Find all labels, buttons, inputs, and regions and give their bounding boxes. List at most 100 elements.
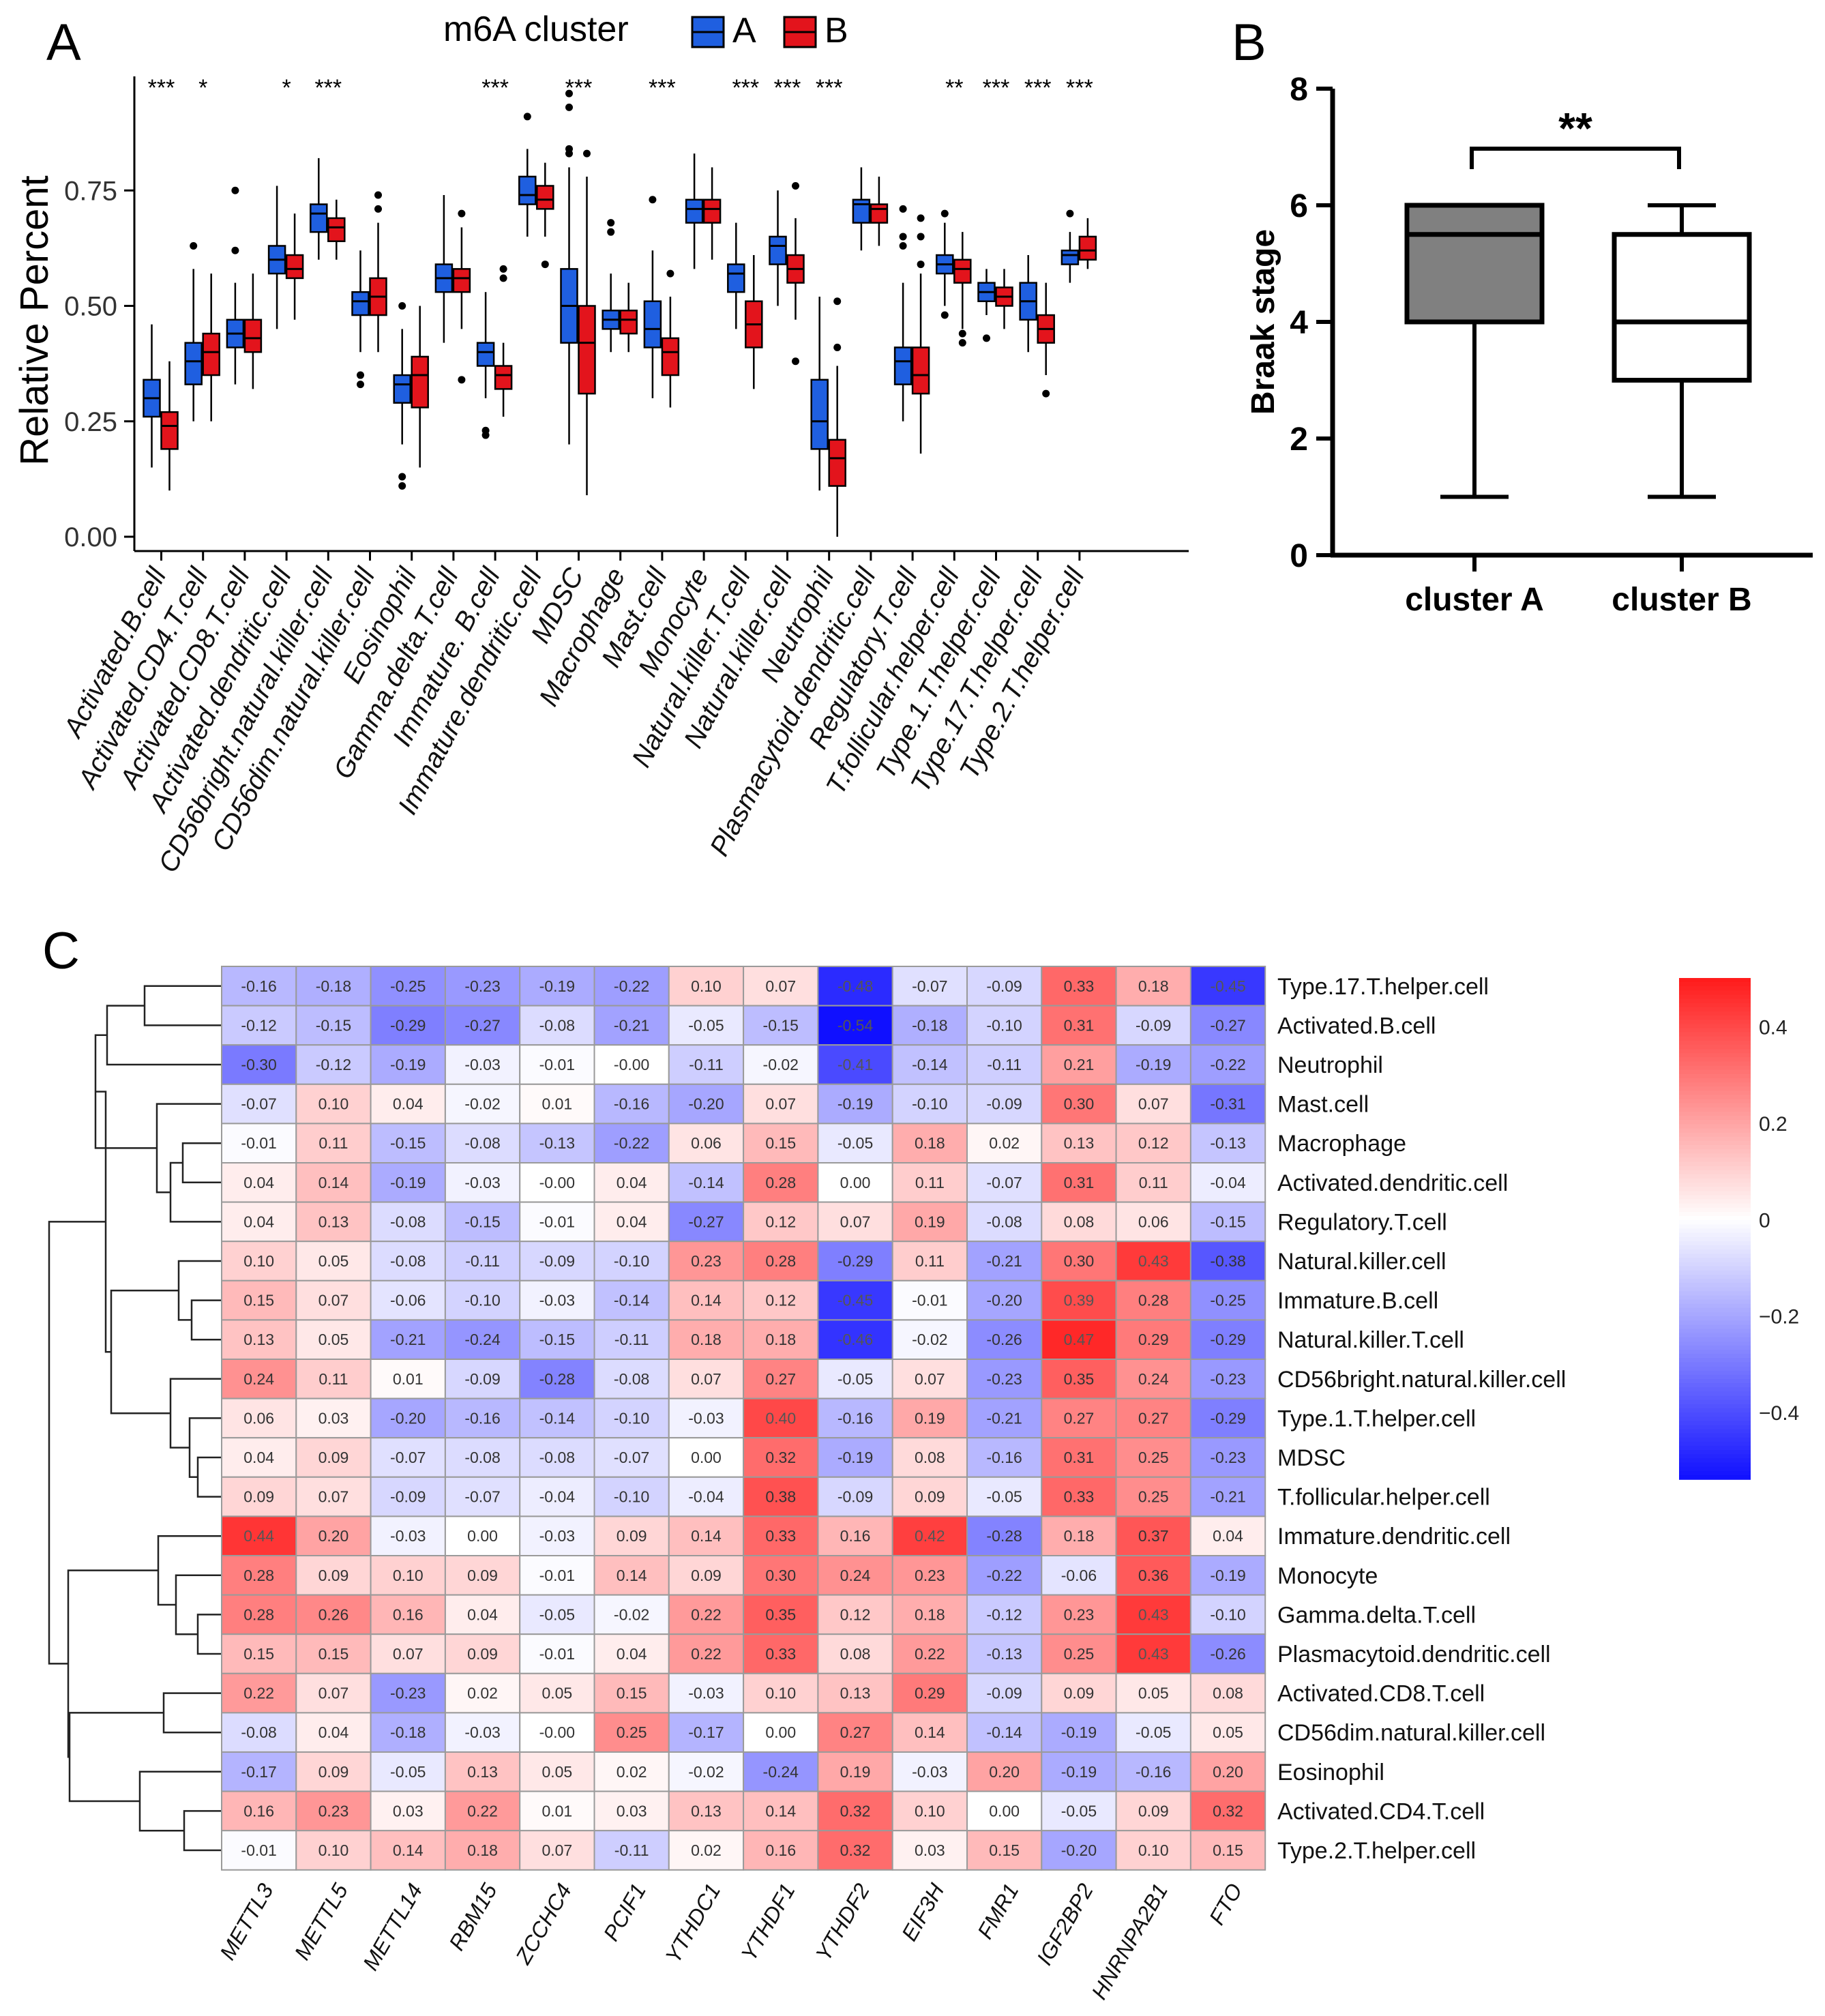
heatmap-cell [1041, 1162, 1117, 1203]
heatmap-cell [743, 1397, 819, 1439]
heatmap-cell-value: 0.12 [1138, 1134, 1169, 1152]
heatmap-cell [295, 1162, 372, 1203]
heatmap-cell-value: 0.27 [765, 1370, 796, 1388]
heatmap-cell [1189, 1083, 1266, 1125]
heatmap-cell [1115, 1751, 1191, 1792]
colorbar-segment [1679, 1045, 1751, 1050]
heatmap-cell-value: -0.00 [539, 1723, 575, 1741]
heatmap-cell-value: -0.19 [390, 1056, 426, 1073]
heatmap-cell [891, 1515, 968, 1556]
heatmap-cell-value: -0.18 [316, 977, 351, 995]
colorbar-tick-label: 0.2 [1759, 1113, 1787, 1136]
colorbar-segment [1679, 1270, 1751, 1275]
heatmap-cell [668, 1083, 745, 1125]
legend-title: m6A cluster [443, 10, 629, 49]
heatmap-cell-value: -0.10 [614, 1409, 649, 1427]
heatmap-cell-value: -0.13 [539, 1134, 575, 1152]
colorbar-segment [1679, 978, 1751, 983]
colorbar-segment [1679, 1132, 1751, 1138]
heatmap-cell [1189, 1201, 1266, 1243]
heatmap-row-label: MDSC [1277, 1445, 1346, 1471]
heatmap-cell [966, 1044, 1043, 1085]
heatmap-cell-value: 0.04 [617, 1213, 647, 1230]
heatmap-cell-value: 0.14 [915, 1723, 945, 1741]
heatmap-cell [593, 1005, 670, 1046]
panel-a-label: A [46, 14, 81, 72]
outlier-point [499, 265, 507, 273]
colorbar-segment [1679, 1036, 1751, 1041]
colorbar-segment [1679, 1020, 1751, 1025]
heatmap-cell [370, 1005, 446, 1046]
heatmap-cell [1189, 1044, 1266, 1085]
heatmap-cell-value: -0.22 [986, 1567, 1022, 1584]
colorbar-segment [1679, 1358, 1751, 1363]
outlier-point [231, 246, 239, 254]
heatmap-cell-value: -0.19 [1210, 1567, 1245, 1584]
heatmap-cell [519, 1751, 595, 1792]
significance-label: *** [1066, 75, 1093, 101]
colorbar-segment [1679, 1274, 1751, 1279]
heatmap-cell [817, 1083, 893, 1125]
heatmap-cell-value: 0.28 [765, 1174, 796, 1191]
heatmap-cell-value: 0.13 [467, 1763, 498, 1781]
heatmap-cell [668, 1005, 745, 1046]
heatmap-cell-value: 0.04 [318, 1723, 349, 1741]
heatmap-cell-value: -0.04 [688, 1488, 724, 1506]
heatmap-cell [295, 1005, 372, 1046]
heatmap-cell [295, 1830, 372, 1871]
heatmap-cell [668, 1162, 745, 1203]
colorbar-segment [1679, 1073, 1751, 1079]
heatmap-cell-value: 0.36 [1138, 1567, 1169, 1584]
heatmap-cell [295, 1279, 372, 1321]
heatmap-cell [1041, 966, 1117, 1007]
colorbar-segment [1679, 1287, 1751, 1292]
outlier-point [649, 196, 657, 204]
heatmap-cell-value: -0.30 [241, 1056, 276, 1073]
box-b [911, 346, 930, 395]
heatmap-cell [668, 1790, 745, 1832]
heatmap-row-label: Macrophage [1277, 1131, 1406, 1157]
panel-b-label: B [1232, 14, 1266, 72]
heatmap-cell-value: 0.09 [915, 1488, 945, 1506]
heatmap-cell [593, 1712, 670, 1753]
heatmap-cell-value: 0.23 [915, 1567, 945, 1584]
dendrogram-branch [138, 1770, 222, 1832]
heatmap-cell-value: -0.16 [986, 1449, 1022, 1466]
colorbar-tick-label: 0 [1759, 1209, 1770, 1232]
heatmap-cell [891, 1476, 968, 1517]
heatmap-cell-value: -0.25 [390, 977, 426, 995]
heatmap-cell-value: -0.01 [241, 1841, 276, 1859]
heatmap-cell [1115, 1830, 1191, 1871]
colorbar-segment [1679, 1099, 1751, 1104]
heatmap-cell-value: -0.15 [464, 1213, 500, 1230]
heatmap-cell-value: 0.02 [467, 1685, 498, 1702]
heatmap-cell-value: 0.02 [989, 1134, 1020, 1152]
heatmap-cell-value: -0.05 [539, 1605, 575, 1623]
heatmap-cell [295, 1319, 372, 1361]
colorbar-segment [1679, 1124, 1751, 1129]
outlier-point [666, 269, 674, 278]
heatmap-cell [1115, 1044, 1191, 1085]
heatmap-cell-value: -0.48 [837, 977, 873, 995]
heatmap-cell [593, 1751, 670, 1792]
colorbar-segment [1679, 1187, 1751, 1192]
box-a [852, 198, 871, 224]
braak-y-tick-label: 6 [1290, 188, 1308, 224]
outlier-point [899, 205, 907, 213]
heatmap-cell-value: 0.18 [691, 1331, 722, 1348]
box-b [452, 268, 471, 293]
heatmap-cell-value: 0.14 [765, 1802, 796, 1820]
heatmap-column-label: YTHDC1 [660, 1880, 725, 1968]
heatmap-cell [1041, 1830, 1117, 1871]
heatmap-column-label: PCIF1 [599, 1880, 651, 1946]
heatmap-cell [295, 966, 372, 1007]
heatmap-cell [519, 1201, 595, 1243]
heatmap-cell [295, 1633, 372, 1674]
heatmap-cell-value: 0.04 [617, 1645, 647, 1663]
colorbar-segment [1679, 1103, 1751, 1108]
heatmap-row-label: Eosinophil [1277, 1760, 1384, 1785]
heatmap-cell-value: -0.05 [837, 1370, 873, 1388]
heatmap-cell [668, 1359, 745, 1399]
dendrogram-branch [67, 1569, 158, 1758]
heatmap-cell-value: 0.09 [243, 1488, 274, 1506]
